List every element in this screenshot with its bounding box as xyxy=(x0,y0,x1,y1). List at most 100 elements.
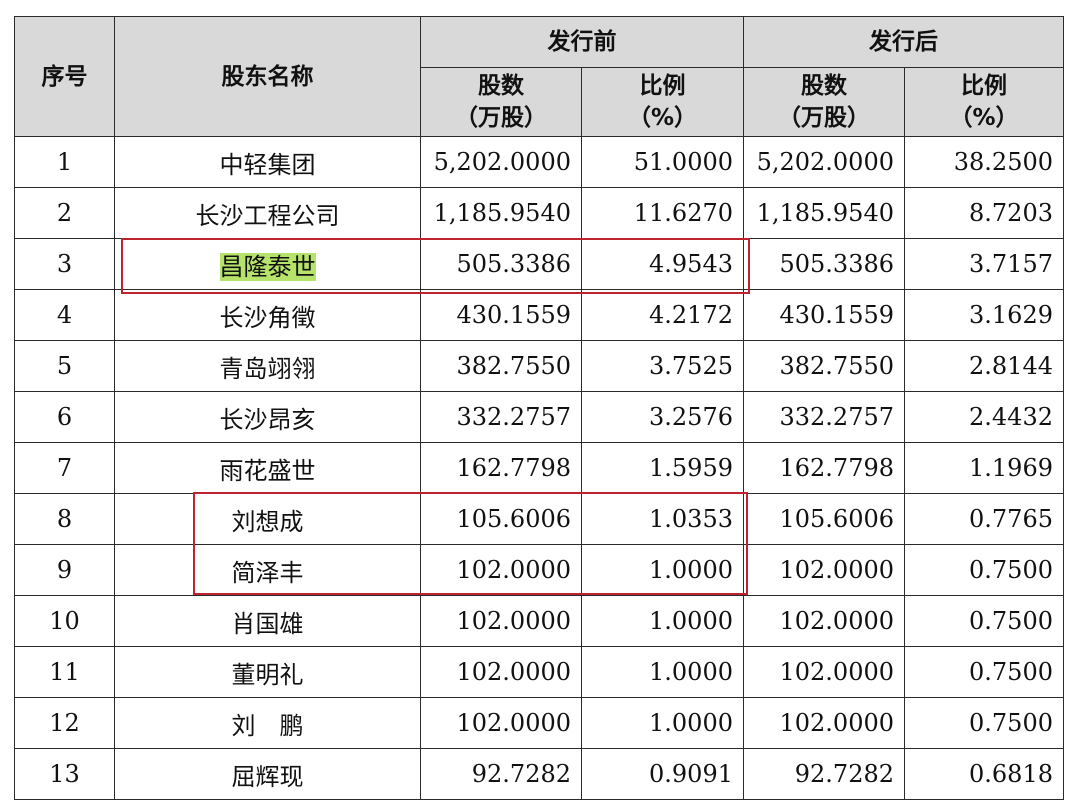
before-ratio-cell: 3.2576 xyxy=(581,391,744,443)
row-index-cell: 5 xyxy=(14,340,115,392)
highlighted-name: 昌隆泰世 xyxy=(219,252,316,281)
header-shares-unit: （万股） xyxy=(778,105,870,131)
before-shares-cell: 102.0000 xyxy=(420,595,582,647)
before-ratio-cell: 1.0000 xyxy=(581,697,744,749)
table-row: 13 屈辉现 92.7282 0.9091 92.7282 0.6818 xyxy=(14,748,1064,800)
row-index-cell: 8 xyxy=(14,493,115,545)
shareholder-name-cell: 中轻集团 xyxy=(114,136,421,188)
table-row: 6 长沙昂亥 332.2757 3.2576 332.2757 2.4432 xyxy=(14,391,1064,443)
header-after-issue: 发行后 xyxy=(743,16,1064,68)
shareholder-name-cell: 刘 鹏 xyxy=(114,697,421,749)
before-shares-cell: 332.2757 xyxy=(420,391,582,443)
after-ratio-cell: 8.7203 xyxy=(904,187,1064,239)
header-shareholder-name: 股东名称 xyxy=(114,16,421,137)
after-shares-cell: 162.7798 xyxy=(743,442,905,494)
before-shares-cell: 1,185.9540 xyxy=(420,187,582,239)
row-index-cell: 2 xyxy=(14,187,115,239)
before-shares-cell: 162.7798 xyxy=(420,442,582,494)
header-ratio-unit: （%） xyxy=(627,105,698,131)
after-ratio-cell: 0.7500 xyxy=(904,697,1064,749)
before-shares-cell: 5,202.0000 xyxy=(420,136,582,188)
before-ratio-cell: 51.0000 xyxy=(581,136,744,188)
table-row: 12 刘 鹏 102.0000 1.0000 102.0000 0.7500 xyxy=(14,697,1064,749)
before-shares-cell: 105.6006 xyxy=(420,493,582,545)
header-ratio-label: 比例 xyxy=(639,73,686,99)
before-ratio-cell: 4.2172 xyxy=(581,289,744,341)
header-before-issue: 发行前 xyxy=(420,16,744,68)
after-ratio-cell: 0.7500 xyxy=(904,646,1064,698)
table-header: 序号 股东名称 发行前 发行后 股数 （万股） 比例 （%） 股数 （万股） 比… xyxy=(14,16,1064,137)
after-shares-cell: 102.0000 xyxy=(743,646,905,698)
header-ratio-unit: （%） xyxy=(949,105,1019,131)
shareholder-name-cell: 长沙角徵 xyxy=(114,289,421,341)
after-ratio-cell: 0.7500 xyxy=(904,595,1064,647)
shareholder-name-cell: 青岛翊翎 xyxy=(114,340,421,392)
before-ratio-cell: 1.0000 xyxy=(581,544,744,596)
row-index-cell: 4 xyxy=(14,289,115,341)
after-shares-cell: 1,185.9540 xyxy=(743,187,905,239)
header-shares-label: 股数 xyxy=(478,73,524,99)
header-shares-unit: （万股） xyxy=(455,105,547,131)
row-index-cell: 10 xyxy=(14,595,115,647)
after-shares-cell: 5,202.0000 xyxy=(743,136,905,188)
table-body: 1 中轻集团 5,202.0000 51.0000 5,202.0000 38.2500 2… xyxy=(14,136,1064,800)
after-ratio-cell: 1.1969 xyxy=(904,442,1064,494)
before-shares-cell: 102.0000 xyxy=(420,544,582,596)
after-ratio-cell: 3.1629 xyxy=(904,289,1064,341)
header-shares-label: 股数 xyxy=(801,73,847,99)
after-ratio-cell: 0.7500 xyxy=(904,544,1064,596)
before-shares-cell: 430.1559 xyxy=(420,289,582,341)
table-row: 8 刘想成 105.6006 1.0353 105.6006 0.7765 xyxy=(14,493,1064,545)
shareholder-name-cell: 简泽丰 xyxy=(114,544,421,596)
shareholder-name-cell: 董明礼 xyxy=(114,646,421,698)
after-ratio-cell: 2.8144 xyxy=(904,340,1064,392)
table-row: 7 雨花盛世 162.7798 1.5959 162.7798 1.1969 xyxy=(14,442,1064,494)
header-after-ratio: 比例 （%） xyxy=(904,67,1064,137)
row-index-cell: 3 xyxy=(14,238,115,290)
row-index-cell: 13 xyxy=(14,748,115,800)
after-ratio-cell: 38.2500 xyxy=(904,136,1064,188)
after-shares-cell: 430.1559 xyxy=(743,289,905,341)
shareholder-name-cell: 雨花盛世 xyxy=(114,442,421,494)
row-index-cell: 6 xyxy=(14,391,115,443)
header-ratio-label: 比例 xyxy=(961,73,1007,99)
after-shares-cell: 332.2757 xyxy=(743,391,905,443)
before-ratio-cell: 0.9091 xyxy=(581,748,744,800)
shareholder-name-cell: 屈辉现 xyxy=(114,748,421,800)
table-row: 11 董明礼 102.0000 1.0000 102.0000 0.7500 xyxy=(14,646,1064,698)
after-shares-cell: 102.0000 xyxy=(743,544,905,596)
after-shares-cell: 382.7550 xyxy=(743,340,905,392)
table-row: 1 中轻集团 5,202.0000 51.0000 5,202.0000 38.2500 xyxy=(14,136,1064,188)
after-shares-cell: 102.0000 xyxy=(743,697,905,749)
before-ratio-cell: 1.0000 xyxy=(581,646,744,698)
before-ratio-cell: 4.9543 xyxy=(581,238,744,290)
after-ratio-cell: 3.7157 xyxy=(904,238,1064,290)
row-index-cell: 1 xyxy=(14,136,115,188)
before-shares-cell: 382.7550 xyxy=(420,340,582,392)
row-index-cell: 9 xyxy=(14,544,115,596)
after-shares-cell: 105.6006 xyxy=(743,493,905,545)
shareholder-name-cell: 长沙昂亥 xyxy=(114,391,421,443)
table-row: 9 简泽丰 102.0000 1.0000 102.0000 0.7500 xyxy=(14,544,1064,596)
table-row: 10 肖国雄 102.0000 1.0000 102.0000 0.7500 xyxy=(14,595,1064,647)
after-shares-cell: 102.0000 xyxy=(743,595,905,647)
header-before-ratio: 比例 （%） xyxy=(581,67,744,137)
table-row: 2 长沙工程公司 1,185.9540 11.6270 1,185.9540 8.7203 xyxy=(14,187,1064,239)
before-shares-cell: 505.3386 xyxy=(420,238,582,290)
row-index-cell: 7 xyxy=(14,442,115,494)
shareholder-name-cell: 长沙工程公司 xyxy=(114,187,421,239)
table-row: 3 昌隆泰世 505.3386 4.9543 505.3386 3.7157 xyxy=(14,238,1064,290)
after-ratio-cell: 0.6818 xyxy=(904,748,1064,800)
before-ratio-cell: 1.0000 xyxy=(581,595,744,647)
after-shares-cell: 505.3386 xyxy=(743,238,905,290)
header-index: 序号 xyxy=(14,16,115,137)
before-shares-cell: 102.0000 xyxy=(420,646,582,698)
shareholder-name-cell: 昌隆泰世 xyxy=(114,238,421,290)
table-row: 4 长沙角徵 430.1559 4.2172 430.1559 3.1629 xyxy=(14,289,1064,341)
header-after-shares: 股数 （万股） xyxy=(743,67,905,137)
row-index-cell: 12 xyxy=(14,697,115,749)
after-shares-cell: 92.7282 xyxy=(743,748,905,800)
header-before-shares: 股数 （万股） xyxy=(420,67,582,137)
before-ratio-cell: 3.7525 xyxy=(581,340,744,392)
shareholder-name-cell: 刘想成 xyxy=(114,493,421,545)
